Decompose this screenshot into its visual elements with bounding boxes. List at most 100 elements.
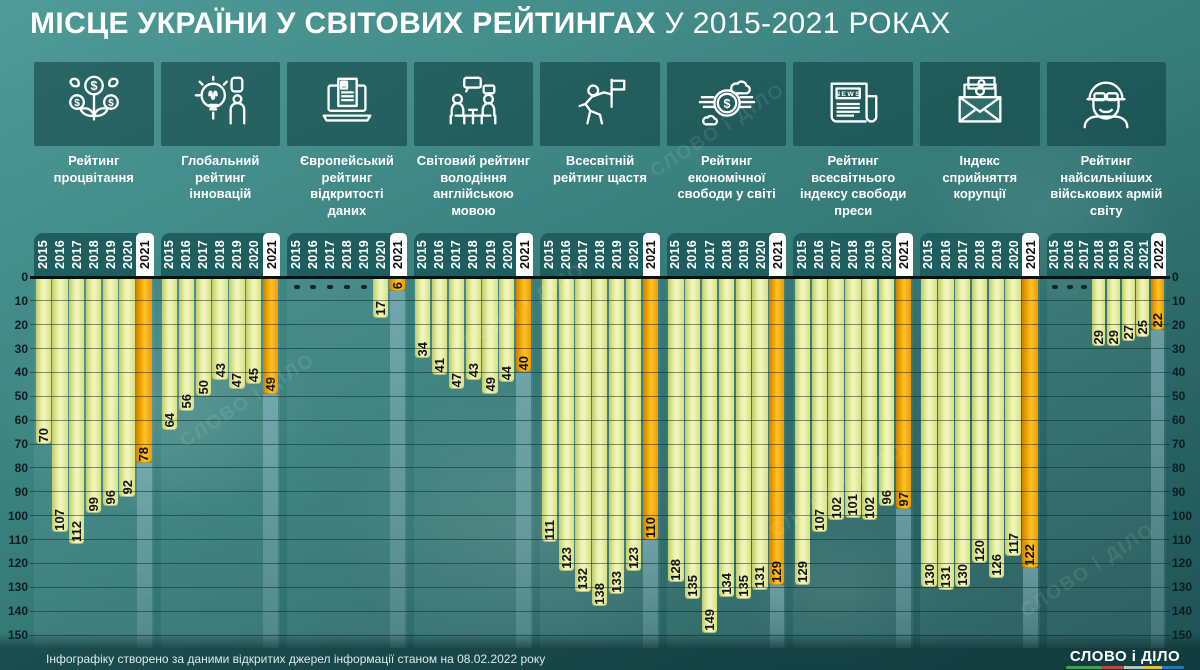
rank-value: 129 [795, 561, 811, 583]
rank-value: 50 [195, 379, 211, 395]
rank-bar: 44 [499, 277, 515, 382]
year-label-2015: 2015 [288, 240, 303, 270]
bars-area: 29 29 27 25 22 [1047, 277, 1167, 648]
rank-bar: 133 [608, 277, 625, 595]
axis-tick-label: 140 [1172, 604, 1193, 619]
year-label-2018: 2018 [972, 240, 987, 270]
rank-bar: 130 [955, 277, 971, 588]
rank-bar: 29 [1105, 277, 1121, 347]
bar-slot: 47 [229, 277, 246, 648]
highlight-stripe [263, 393, 279, 648]
axis-tick-label: 70 [1172, 437, 1186, 452]
rank-value: 47 [229, 372, 245, 388]
no-data-dot [1081, 285, 1088, 289]
rank-bar: 17 [372, 277, 388, 318]
rating-group: NEWS Рейтинг всесвітнього індексу свобод… [793, 62, 913, 648]
highlight-stripe [643, 539, 658, 648]
year-label-2017: 2017 [69, 240, 84, 270]
title-regular: У 2015-2021 РОКАХ [664, 7, 951, 40]
year-label-2018: 2018 [846, 240, 861, 270]
bar-slot [1077, 277, 1092, 648]
year-label-2020: 2020 [374, 240, 389, 270]
rank-bar: 117 [1005, 277, 1021, 557]
rank-value: 131 [938, 565, 954, 588]
rank-value: 25 [1135, 320, 1151, 335]
bar-slot [1048, 277, 1063, 648]
rank-bar: 49 [482, 277, 498, 394]
rank-bar: 132 [575, 277, 591, 593]
rank-bar: 120 [971, 277, 988, 564]
bar-slot: 132 [575, 277, 592, 648]
year-label-2021: 2021 [769, 233, 787, 277]
bar-slot: 123 [625, 277, 642, 648]
year-label-2020: 2020 [880, 240, 895, 270]
rank-bar: 25 [1135, 277, 1151, 337]
no-data-dot [327, 285, 334, 289]
rank-value: 135 [685, 575, 701, 598]
bar-slot: 102 [862, 277, 879, 648]
bottom-fade [0, 633, 1200, 648]
bar-slot [339, 277, 356, 648]
axis-tick-label: 20 [14, 317, 28, 332]
category-label: Глобальний рейтинг інновацій [181, 153, 260, 202]
year-label-2020: 2020 [1121, 240, 1136, 270]
year-label-2021: 2021 [642, 233, 660, 277]
year-axis: 2015 2016 2017 2018 2019 2020 2021 [413, 233, 534, 277]
bar-slot: 49 [262, 277, 279, 648]
rank-bar: 47 [448, 277, 465, 390]
chart-panel: 2015 2016 2017 2018 2019 2020 2021 64 56 50 43 47 4… [160, 233, 281, 648]
rank-value: 102 [862, 496, 878, 519]
rank-bar: 149 [701, 277, 718, 633]
bar-slot: 56 [178, 277, 195, 648]
bars-area: 17 6 [287, 277, 407, 648]
bar-slot: 92 [119, 277, 136, 648]
year-label-2015: 2015 [162, 240, 177, 270]
year-label-2018: 2018 [466, 240, 481, 270]
bar-slot: 40 [515, 277, 532, 648]
bar-slot: 135 [685, 277, 702, 648]
rank-value: 126 [988, 554, 1004, 576]
rank-bar-highlight: 129 [769, 277, 785, 585]
category-label: Рейтинг економічної свободи у світі [677, 153, 776, 202]
bar-slot: 138 [592, 277, 609, 648]
rank-bar: 123 [558, 277, 574, 571]
category-label: Рейтинг найсильніших військових армій св… [1050, 153, 1163, 218]
year-label-2016: 2016 [938, 240, 953, 270]
axis-tick-label: 10 [14, 293, 28, 308]
bar-slot: 129 [794, 277, 811, 648]
axis-tick-label: 110 [8, 532, 28, 547]
rank-value: 22 [1150, 313, 1166, 328]
year-axis: 2015 2016 2017 2018 2019 2020 2021 [540, 233, 660, 277]
conversation-icon [442, 73, 504, 135]
rank-bar: 29 [1091, 277, 1106, 347]
no-data-dot [360, 285, 367, 289]
rank-value: 29 [1105, 329, 1121, 345]
year-label-2019: 2019 [356, 240, 371, 270]
year-label-2019: 2019 [736, 240, 751, 270]
bar-slot: 99 [85, 277, 102, 648]
svg-text:$: $ [74, 98, 80, 109]
logo-word-dilo: ДІЛО [1141, 648, 1181, 665]
year-axis: 2015 2016 2017 2018 2019 2020 2021 2022 [1046, 233, 1167, 277]
year-axis: 2015 2016 2017 2018 2019 2020 2021 [919, 233, 1040, 277]
rank-value: 43 [465, 363, 481, 378]
rank-value: 132 [575, 568, 591, 591]
rank-bar: 41 [431, 277, 448, 375]
bar-slot: 126 [988, 277, 1005, 648]
axis-tick-label: 60 [1172, 413, 1186, 428]
no-data-dot [1066, 285, 1073, 289]
category-icon-tile [919, 62, 1040, 146]
axis-tick-label: 120 [7, 556, 28, 571]
rank-bar: 131 [752, 277, 768, 590]
axis-tick-label: 50 [14, 389, 28, 404]
rank-bar: 34 [415, 277, 431, 359]
chart-panel: 2015 2016 2017 2018 2019 2020 2021 129 107 102 10… [793, 233, 913, 648]
bar-slot: 111 [541, 277, 558, 648]
rank-bar: 102 [828, 277, 844, 521]
rank-value: 40 [516, 355, 532, 371]
highlight-stripe [1022, 568, 1038, 648]
rating-group: $ $ $ Рейтинг процвітання 2015 2016 2017 2018… [34, 62, 154, 648]
bars-area: 34 41 47 43 49 44 40 [414, 277, 534, 648]
bar-slot: 129 [769, 277, 786, 648]
